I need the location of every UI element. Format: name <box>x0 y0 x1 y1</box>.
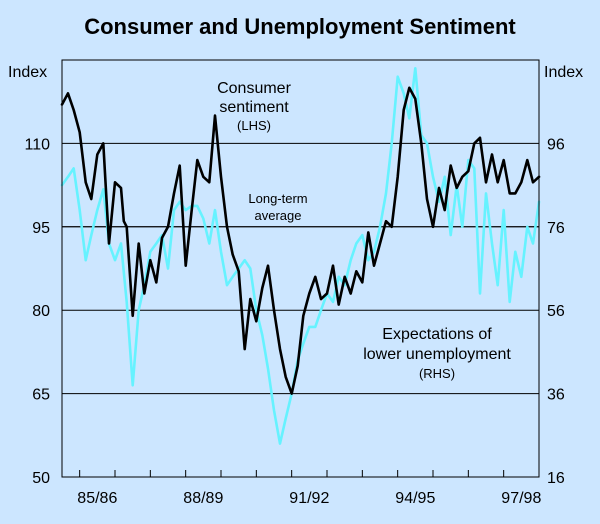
x-tick-label: 85/86 <box>77 490 117 507</box>
right-axis-label: Index <box>544 64 583 81</box>
unemployment-label-line2: lower unemployment <box>363 346 511 363</box>
unemployment-label-note: (RHS) <box>419 366 455 381</box>
right-tick-label: 36 <box>547 387 565 404</box>
series-lines <box>60 67 541 445</box>
consumer-label-line1: Consumer <box>217 80 291 97</box>
left-tick-label: 95 <box>32 220 50 237</box>
long-term-label-line2: average <box>255 208 302 223</box>
left-axis-label: Index <box>8 64 47 81</box>
unemployment-label-line1: Expectations of <box>382 326 492 343</box>
x-tick-label: 88/89 <box>183 490 223 507</box>
consumer-sentiment-line <box>60 86 541 395</box>
plot-frame <box>61 59 540 478</box>
right-tick-label: 76 <box>547 220 565 237</box>
right-tick-label: 16 <box>547 470 565 487</box>
consumer-label-note: (LHS) <box>237 118 271 133</box>
tick-labels: 50 16 65 36 80 56 95 76 110 96 85/86 88/89 91/92 94/9… <box>24 136 564 507</box>
left-tick-label: 65 <box>32 387 50 404</box>
x-tick-label: 94/95 <box>395 490 435 507</box>
right-tick-label: 96 <box>547 136 565 153</box>
x-tick-label: 97/98 <box>501 490 541 507</box>
chart-title: Consumer and Unemployment Sentiment <box>84 14 516 39</box>
left-tick-label: 50 <box>32 470 50 487</box>
left-tick-label: 110 <box>24 136 50 153</box>
consumer-label-line2: sentiment <box>219 99 289 116</box>
right-tick-label: 56 <box>547 303 565 320</box>
left-tick-label: 80 <box>32 303 50 320</box>
tick-marks <box>79 470 540 477</box>
long-term-label-line1: Long-term <box>248 191 307 206</box>
x-tick-label: 91/92 <box>289 490 329 507</box>
